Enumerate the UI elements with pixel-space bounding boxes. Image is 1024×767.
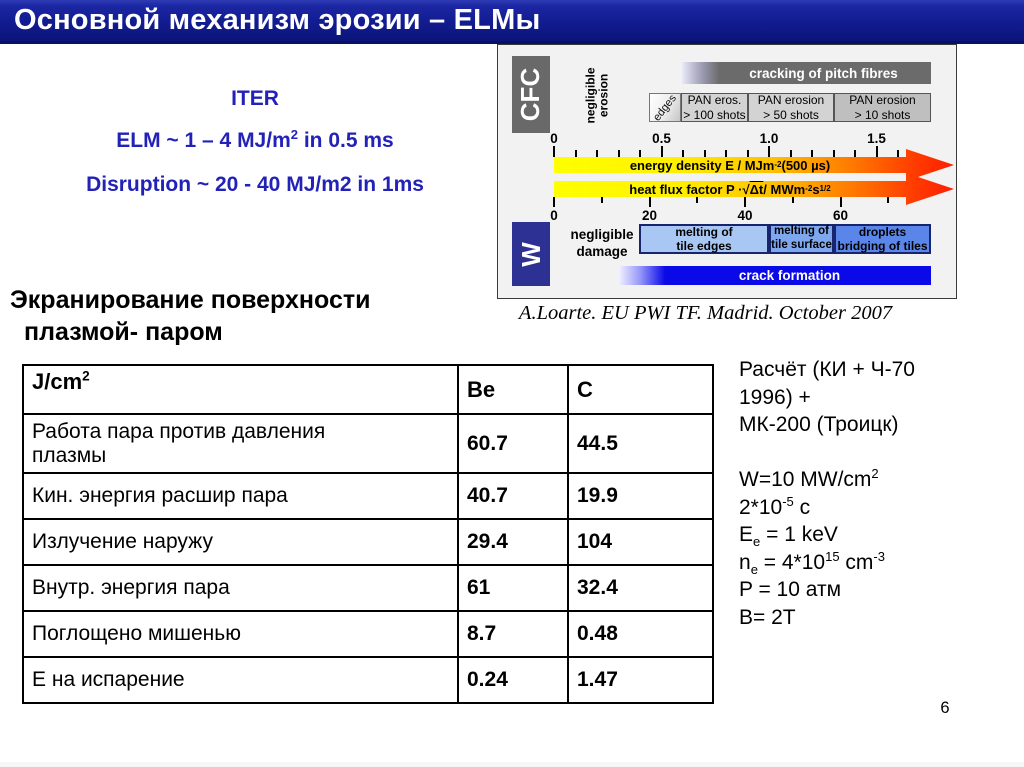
axis-tick — [553, 146, 555, 157]
crack-formation-bar: crack formation — [618, 266, 931, 285]
param-line: 2*10-5 с — [739, 493, 811, 519]
diagram-caption: A.Loarte. EU PWI TF. Madrid. October 200… — [518, 302, 893, 324]
table-row: Кин. энергия расшир пара 40.7 19.9 — [22, 472, 714, 520]
axis-tick — [744, 197, 746, 207]
screening-heading: Экранирование поверхности плазмой- паром — [10, 284, 370, 348]
axis-tick-label: 60 — [832, 208, 849, 223]
screening-heading-line2: плазмой- паром — [24, 318, 223, 346]
slide-title: Основной механизм эрозии – ELMы — [14, 4, 541, 36]
cfc-label: CFC — [515, 67, 546, 122]
axis-tick — [875, 146, 878, 157]
param-line: W=10 MW/cm2 — [739, 466, 879, 491]
axis-tick — [887, 197, 890, 203]
axis-tick — [596, 150, 598, 157]
pan-erosion-box-50: PAN erosion > 50 shots — [748, 93, 834, 122]
negligible-erosion-label: negligible erosion — [583, 66, 611, 124]
table-row: Работа пара против давления плазмы 60.7 … — [22, 413, 714, 474]
droplets-bridging-box: droplets bridging of tiles — [834, 224, 931, 254]
param-line: P = 10 атм — [739, 578, 842, 601]
axis-tick — [617, 150, 620, 157]
disruption-line: Disruption ~ 20 - 40 MJ/m2 in 1ms — [86, 173, 424, 196]
table-header-c: C — [567, 364, 714, 415]
elm-line: ELM ~ 1 – 4 MJ/m2 in 0.5 ms — [116, 127, 394, 152]
axis-tick — [854, 150, 856, 157]
iter-heading: ITER — [231, 87, 279, 110]
edges-label: edges — [651, 93, 679, 122]
pan-erosion-box-100: PAN eros. > 100 shots — [681, 93, 748, 122]
axis-tick — [660, 146, 663, 157]
energy-axis-labels: 0 0.5 1.0 1.5 — [498, 131, 956, 146]
melting-tile-surface-box: melting of tile surface — [769, 224, 834, 254]
cfc-material-box: CFC — [512, 56, 550, 133]
axis-tick-label: 20 — [641, 208, 658, 223]
axis-tick — [574, 150, 577, 157]
energy-axis-ticks — [498, 146, 956, 157]
table-row: Излучение наружу 29.4 104 — [22, 518, 714, 566]
heat-axis-labels: 0 20 40 60 — [498, 208, 956, 223]
axis-tick — [839, 197, 842, 207]
heat-flux-arrow-label: heat flux factor P ·√ Δt / MWm -2 s 1/2 — [629, 181, 831, 197]
table-header-units: J/cm2 — [22, 364, 459, 415]
axis-tick-label: 0 — [550, 208, 558, 223]
param-line: 1996) + — [739, 385, 811, 409]
title-bar: Основной механизм эрозии – ELMы — [0, 0, 1024, 44]
axis-tick — [703, 150, 706, 157]
axis-tick — [600, 197, 603, 203]
erosion-diagram: CFC negligible erosion cracking of pitch… — [497, 44, 957, 299]
axis-tick — [832, 150, 835, 157]
energy-balance-table: J/cm2 Be C Работа пара против давления п… — [22, 364, 714, 704]
axis-tick-label: 1.0 — [759, 131, 779, 146]
negligible-erosion-label-box: negligible erosion — [556, 53, 640, 137]
axis-tick — [648, 197, 651, 207]
bottom-edge — [0, 762, 1024, 767]
melting-tile-edges-box: melting of tile edges — [639, 224, 769, 254]
axis-tick-label: 0.5 — [652, 131, 671, 146]
axis-tick — [811, 150, 813, 157]
axis-tick — [682, 150, 684, 157]
table-row: Внутр. энергия пара 61 32.4 — [22, 564, 714, 612]
param-line: ne = 4*1015 cm-3 — [739, 548, 885, 577]
cracking-of-pitch-fibres-bar: cracking of pitch fibres — [682, 62, 931, 84]
calculation-params: Расчёт (КИ + Ч-70 1996) + МК-200 (Троицк… — [739, 356, 915, 631]
axis-tick — [639, 150, 641, 157]
param-line: B= 2T — [739, 605, 796, 629]
screening-heading-line1: Экранирование поверхности — [10, 286, 371, 314]
axis-tick — [725, 150, 727, 157]
table-row: Поглощено мишенью 8.7 0.48 — [22, 610, 714, 658]
axis-tick-label: 1.5 — [867, 131, 886, 146]
axis-tick — [791, 197, 794, 203]
axis-tick — [897, 150, 899, 157]
param-line: МК-200 (Троицк) — [739, 413, 899, 436]
table-header-be: Be — [457, 364, 569, 415]
axis-tick — [746, 150, 749, 157]
axis-tick — [696, 197, 699, 203]
heat-axis-ticks — [498, 197, 956, 207]
axis-tick-label: 0 — [550, 131, 558, 146]
table-header-row: J/cm2 Be C — [22, 364, 714, 415]
edges-box: edges — [649, 93, 681, 122]
axis-tick — [553, 197, 555, 207]
negligible-damage-label: negligible damage — [570, 227, 634, 259]
page-number: 6 — [940, 699, 950, 717]
table-row: Е на испарение 0.24 1.47 — [22, 656, 714, 704]
param-line: Ee = 1 keV — [739, 523, 838, 550]
pan-erosion-box-10: PAN erosion > 10 shots — [834, 93, 931, 122]
axis-tick — [768, 146, 770, 157]
param-line: Расчёт (КИ + Ч-70 — [739, 358, 915, 381]
w-label: W — [515, 241, 546, 267]
energy-density-arrow-label: energy density E / MJm -2 (500 µs) — [629, 157, 831, 173]
w-material-box: W — [512, 222, 550, 286]
axis-tick — [789, 150, 792, 157]
param-line — [739, 439, 915, 467]
axis-tick-label: 40 — [737, 208, 753, 223]
